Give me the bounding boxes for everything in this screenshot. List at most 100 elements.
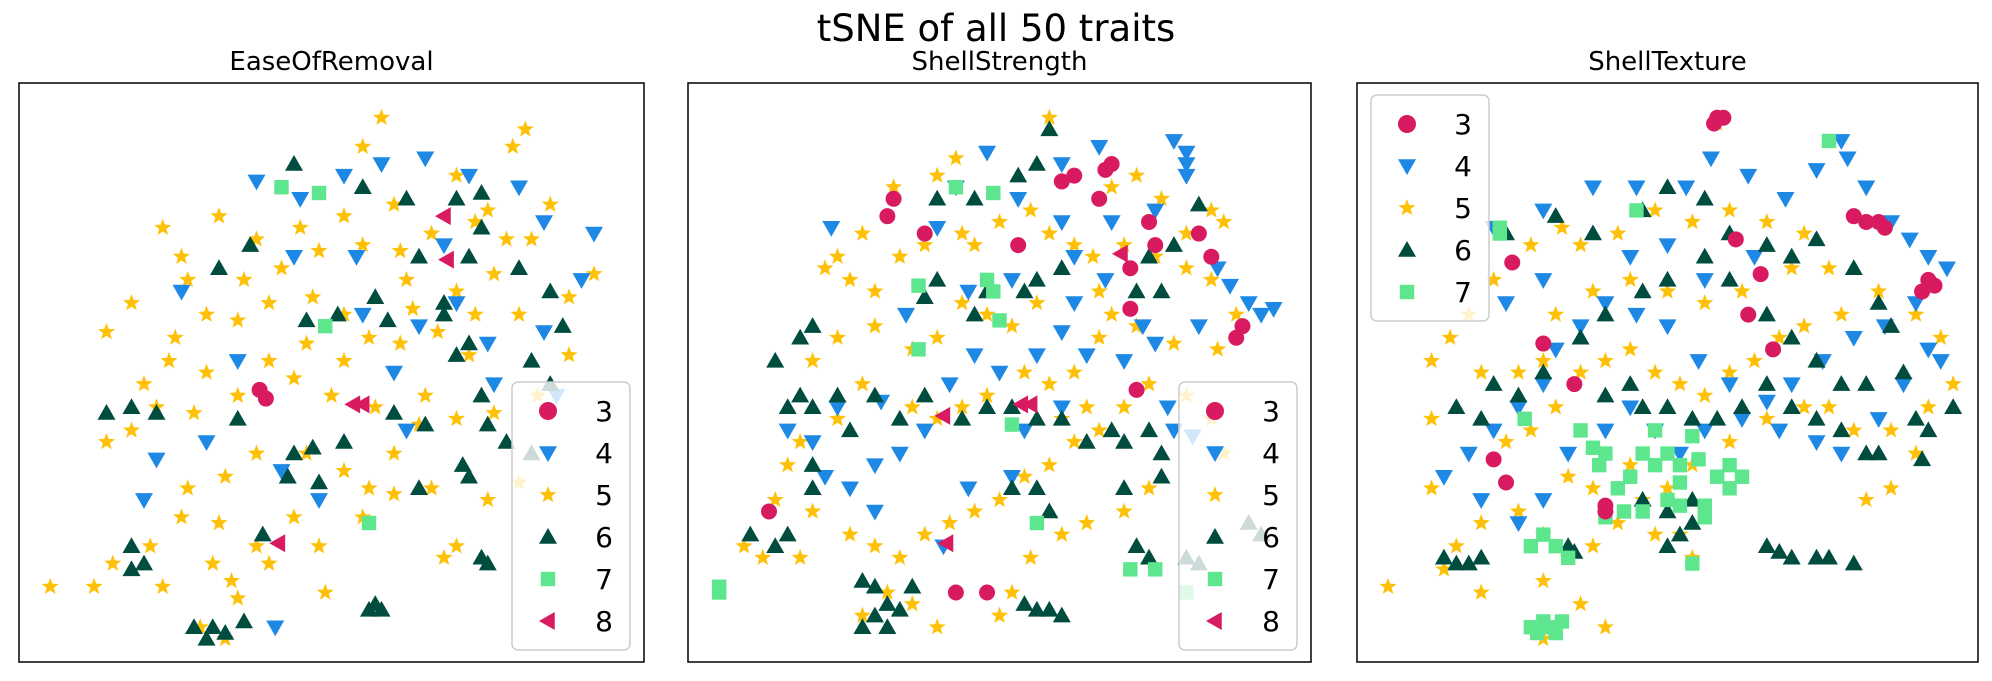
point-class-3 — [1876, 219, 1893, 236]
point-class-5 — [1696, 294, 1714, 311]
point-class-6 — [1844, 554, 1863, 571]
point-class-6 — [1894, 363, 1913, 380]
point-class-4 — [1096, 273, 1115, 289]
point-class-3 — [1141, 213, 1158, 230]
point-class-5 — [1472, 583, 1490, 600]
subplot-title: EaseOfRemoval — [229, 47, 433, 77]
point-class-5 — [1128, 317, 1146, 334]
point-class-7 — [361, 515, 377, 531]
point-class-5 — [953, 294, 971, 311]
legend: 3 4 5 6 7 8 — [511, 381, 631, 651]
point-class-4 — [1177, 157, 1196, 174]
point-class-6 — [472, 184, 491, 200]
point-class-4 — [1177, 168, 1196, 185]
point-class-5 — [1103, 178, 1121, 195]
point-class-6 — [741, 525, 760, 542]
point-class-4 — [1189, 319, 1208, 336]
point-class-6 — [915, 386, 934, 403]
point-class-8 — [1012, 395, 1029, 414]
point-class-6 — [285, 155, 303, 171]
legend-marker-8 — [1206, 612, 1222, 630]
point-class-5 — [1696, 386, 1714, 403]
point-class-3 — [885, 190, 902, 207]
point-class-6 — [435, 305, 453, 322]
point-class-4 — [197, 435, 216, 451]
point-class-4 — [1459, 446, 1478, 463]
point-class-6 — [1596, 386, 1615, 403]
point-class-5 — [1379, 577, 1397, 595]
legend-marker-5 — [539, 486, 557, 503]
point-class-7 — [992, 313, 1007, 328]
point-class-5 — [1584, 282, 1602, 299]
point-class-4 — [385, 365, 403, 382]
point-class-6 — [1882, 317, 1901, 333]
point-class-5 — [1534, 351, 1552, 369]
subplot-title: ShellStrength — [912, 47, 1088, 77]
point-class-4 — [335, 168, 353, 185]
point-class-4 — [1252, 307, 1271, 324]
point-class-8 — [1021, 395, 1038, 414]
point-class-5 — [447, 282, 466, 299]
point-class-7 — [986, 284, 1001, 299]
point-class-7 — [1573, 423, 1588, 438]
point-class-4 — [1583, 180, 1602, 197]
point-class-4 — [959, 284, 978, 301]
point-class-5 — [1509, 502, 1528, 519]
point-class-4 — [865, 504, 884, 521]
point-class-6 — [791, 328, 810, 345]
point-class-4 — [990, 365, 1009, 382]
point-class-5 — [235, 270, 253, 288]
point-class-3 — [1498, 474, 1515, 491]
point-class-5 — [885, 178, 903, 195]
point-class-6 — [1027, 155, 1046, 171]
point-class-6 — [965, 305, 984, 322]
point-class-5 — [179, 270, 197, 288]
point-class-4 — [397, 423, 416, 440]
point-class-4 — [1177, 145, 1196, 162]
point-class-7 — [318, 318, 333, 334]
point-class-7 — [1123, 562, 1138, 577]
point-class-5 — [585, 265, 603, 282]
point-class-3 — [1740, 306, 1757, 323]
point-class-7 — [1548, 625, 1563, 641]
point-class-5 — [791, 432, 809, 450]
point-class-4 — [1906, 296, 1925, 313]
point-class-3 — [760, 503, 777, 520]
point-class-7 — [1492, 226, 1508, 241]
point-class-5 — [766, 490, 784, 508]
point-class-5 — [360, 328, 378, 346]
point-class-3 — [1597, 503, 1614, 520]
point-class-3 — [1727, 231, 1744, 248]
point-class-4 — [1695, 273, 1714, 289]
point-class-5 — [247, 444, 266, 461]
point-class-6 — [1782, 398, 1801, 414]
point-class-4 — [1658, 319, 1677, 336]
point-class-4 — [1434, 469, 1453, 486]
point-class-5 — [560, 346, 578, 363]
point-class-6 — [853, 571, 872, 588]
point-class-5 — [222, 571, 241, 589]
point-class-5 — [1227, 305, 1245, 322]
point-class-4 — [865, 458, 884, 475]
figure-title: tSNE of all 50 traits — [817, 7, 1176, 50]
point-class-3 — [1926, 277, 1943, 294]
point-class-7 — [1623, 469, 1638, 484]
point-class-5 — [1090, 282, 1108, 299]
point-class-5 — [1721, 201, 1739, 218]
point-class-5 — [354, 236, 372, 253]
point-class-7 — [1672, 475, 1688, 490]
point-class-6 — [1807, 548, 1826, 565]
point-class-5 — [322, 386, 341, 403]
point-class-6 — [203, 618, 222, 635]
point-class-4 — [1807, 435, 1826, 451]
point-class-5 — [1040, 224, 1058, 241]
point-class-7 — [1517, 411, 1532, 427]
point-class-5 — [397, 270, 416, 288]
point-class-5 — [404, 299, 422, 317]
point-class-5 — [335, 207, 353, 224]
point-class-4 — [1627, 307, 1646, 324]
point-class-4 — [1164, 134, 1183, 150]
point-class-6 — [1027, 600, 1046, 617]
point-class-5 — [1621, 340, 1639, 357]
point-class-5 — [1733, 282, 1751, 299]
